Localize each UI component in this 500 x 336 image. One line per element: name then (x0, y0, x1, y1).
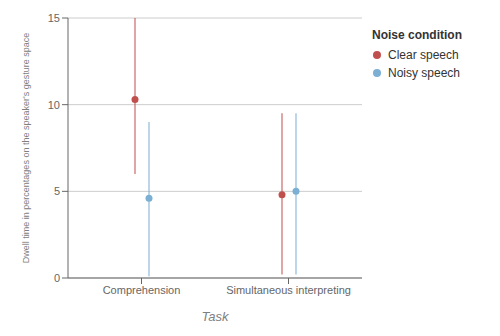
svg-text:Simultaneous interpreting: Simultaneous interpreting (226, 284, 351, 296)
html-text:Clear speech: Clear speech (388, 48, 459, 62)
svg-text:Dwell time in percentages on t: Dwell time in percentages on the speaker… (21, 33, 31, 263)
svg-text:Comprehension: Comprehension (103, 284, 181, 296)
svg-text:Task: Task (202, 309, 230, 324)
svg-text:5: 5 (54, 185, 60, 197)
svg-text:0: 0 (54, 272, 60, 284)
svg-text:10: 10 (48, 99, 60, 111)
svg-text:15: 15 (48, 12, 60, 24)
html-text:Noise condition: Noise condition (372, 28, 462, 42)
html-text:Noisy speech: Noisy speech (388, 66, 460, 80)
